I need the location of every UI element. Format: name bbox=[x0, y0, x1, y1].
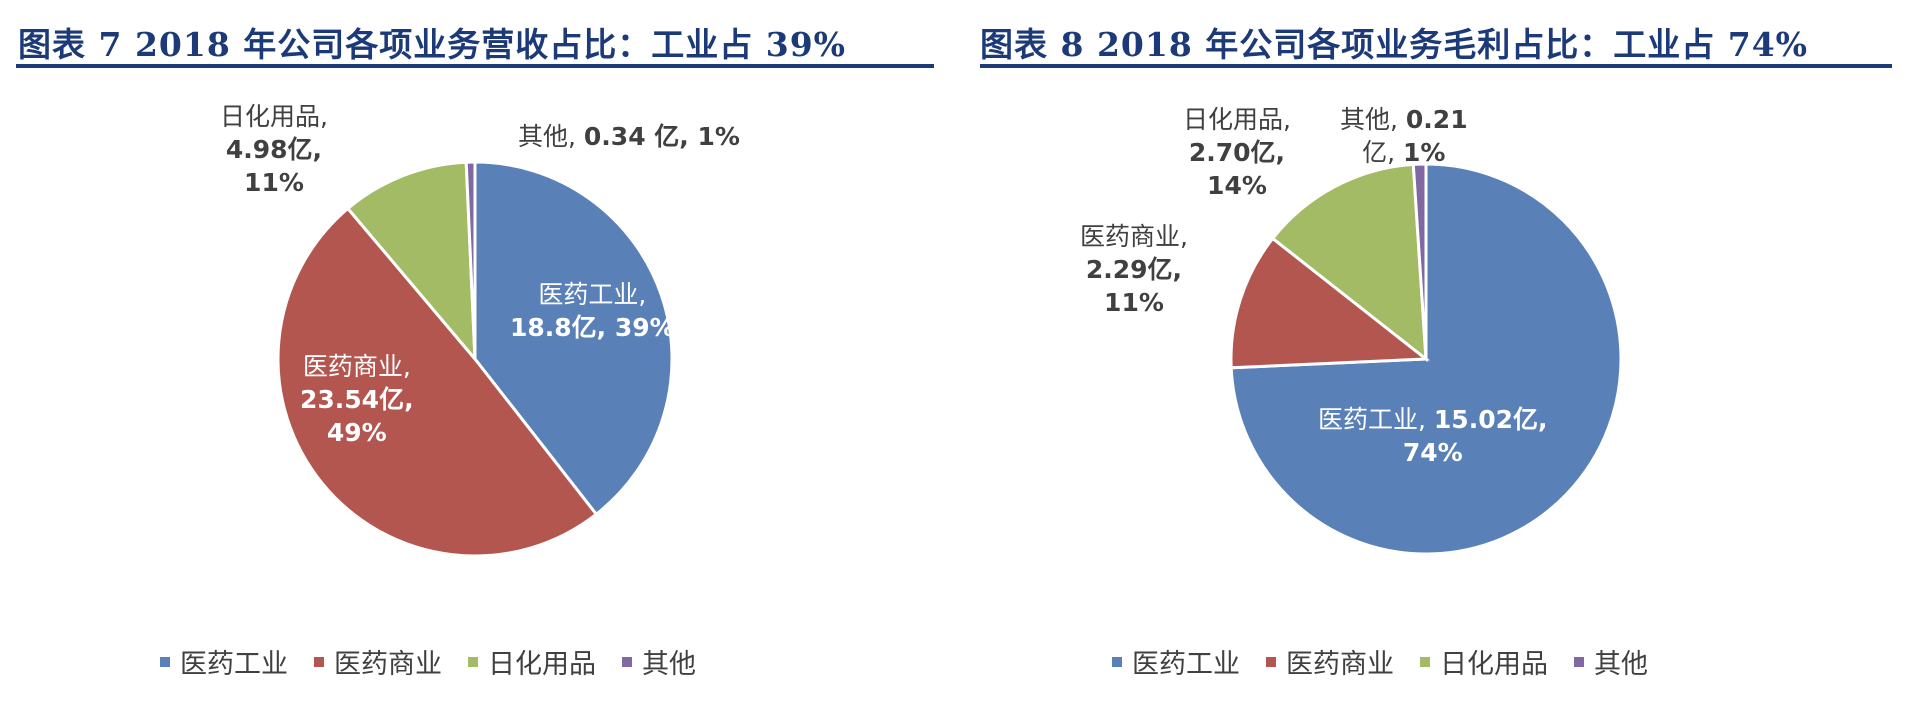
label-commerce: 医药商业, 23.54亿, 49% bbox=[300, 352, 414, 447]
legend-swatch bbox=[468, 656, 478, 667]
legend-item: 医药工业 bbox=[1112, 642, 1240, 681]
pie-slice-1 bbox=[1229, 236, 1431, 370]
legend-item: 医药商业 bbox=[314, 642, 442, 681]
legend-label: 其他 bbox=[1594, 649, 1648, 680]
legend-swatch bbox=[1574, 656, 1584, 667]
label-commerce: 医药商业, 2.29亿, 11% bbox=[1080, 222, 1188, 317]
legend-label: 其他 bbox=[642, 649, 696, 680]
label-industry: 医药工业, 18.8亿, 39% bbox=[510, 280, 675, 342]
legend-swatch bbox=[1266, 656, 1276, 667]
legend-swatch bbox=[1420, 656, 1430, 667]
legend-swatch bbox=[160, 656, 170, 667]
label-daily: 日化用品, 2.70亿, 14% bbox=[1183, 105, 1291, 200]
pie-slice-2 bbox=[1270, 162, 1428, 363]
pie-slice-1 bbox=[276, 206, 599, 558]
legend-label: 医药商业 bbox=[1286, 649, 1394, 680]
legend-item: 医药工业 bbox=[160, 642, 288, 681]
label-other: 其他, 0.34 亿, 1% bbox=[518, 122, 740, 151]
legend-swatch bbox=[1112, 656, 1122, 667]
legend-label: 医药工业 bbox=[180, 649, 288, 680]
legend-item: 其他 bbox=[1574, 642, 1648, 681]
chart-8-rule bbox=[980, 64, 1892, 68]
chart-8-legend: 医药工业 医药商业 日化用品 其他 bbox=[1112, 642, 1648, 681]
legend-item: 日化用品 bbox=[1420, 642, 1548, 681]
legend-swatch bbox=[314, 656, 324, 667]
legend-item: 医药商业 bbox=[1266, 642, 1394, 681]
chart-8-title: 图表 8 2018 年公司各项业务毛利占比：工业占 74% bbox=[980, 25, 1809, 64]
legend-item: 日化用品 bbox=[468, 642, 596, 681]
pie-slice-2 bbox=[345, 160, 477, 364]
label-other: 其他, 0.21 亿, 1% bbox=[1340, 105, 1468, 167]
legend-label: 日化用品 bbox=[488, 649, 596, 680]
chart-7-legend: 医药工业 医药商业 日化用品 其他 bbox=[160, 642, 696, 681]
label-industry: 医药工业, 15.02亿, 74% bbox=[1318, 405, 1548, 467]
legend-label: 医药工业 bbox=[1132, 649, 1240, 680]
pie-slice-3 bbox=[1411, 162, 1428, 360]
label-daily: 日化用品, 4.98亿, 11% bbox=[220, 102, 328, 197]
chart-7-rule bbox=[16, 64, 934, 68]
legend-label: 医药商业 bbox=[334, 649, 442, 680]
legend-swatch bbox=[622, 656, 632, 667]
legend-item: 其他 bbox=[622, 642, 696, 681]
pie-slice-3 bbox=[464, 160, 477, 360]
chart-7-title: 图表 7 2018 年公司各项业务营收占比：工业占 39% bbox=[18, 25, 847, 64]
legend-label: 日化用品 bbox=[1440, 649, 1548, 680]
pie-slice-0 bbox=[473, 160, 674, 517]
